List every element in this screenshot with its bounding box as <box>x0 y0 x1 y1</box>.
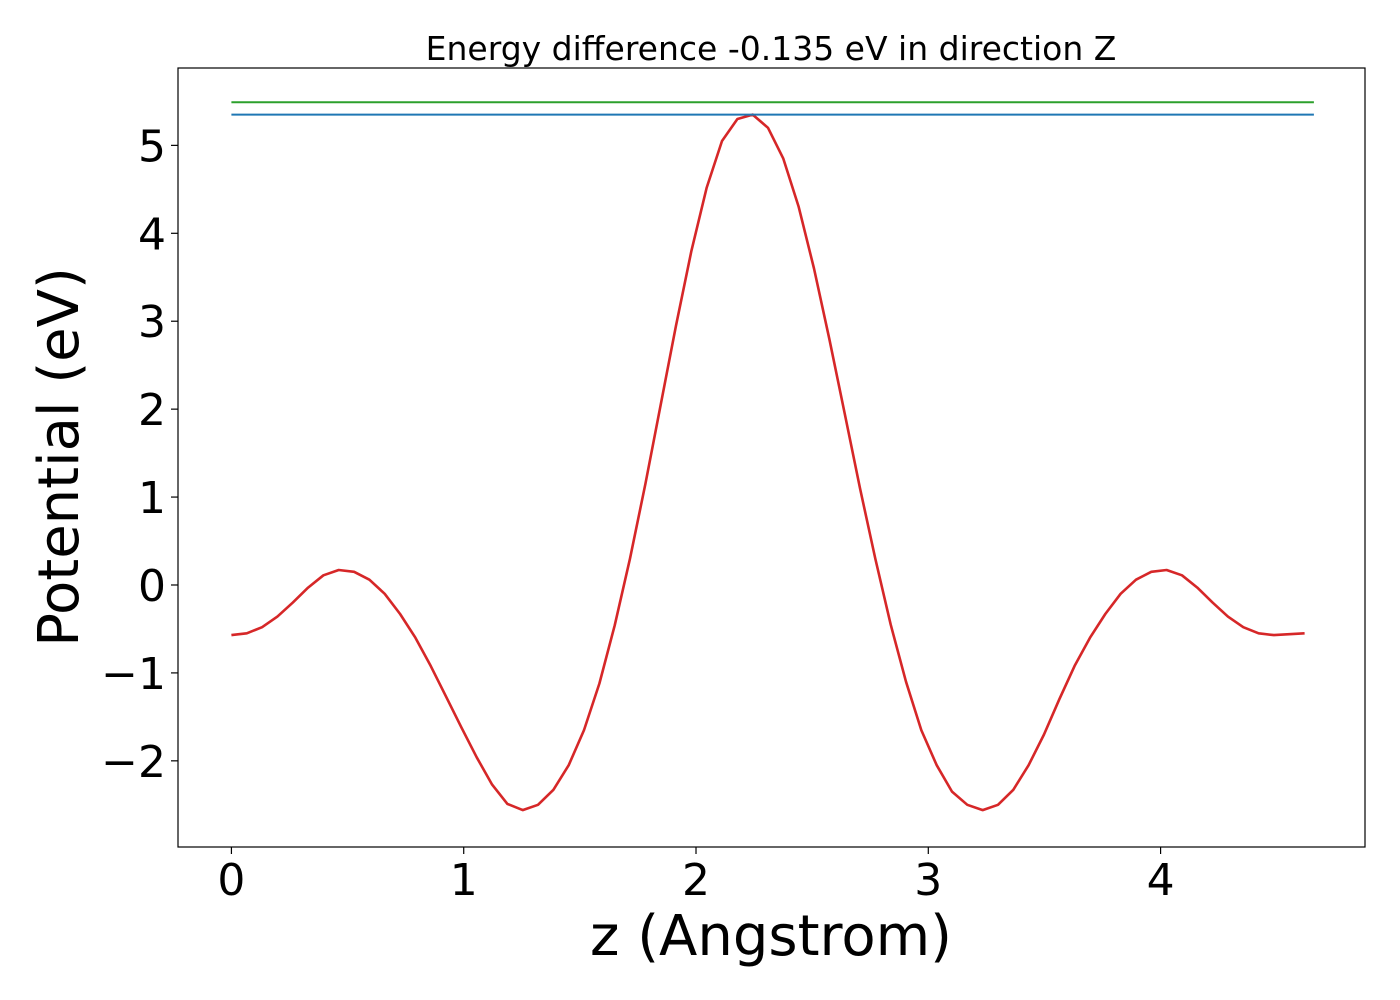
y-tick-label: 2 <box>138 385 166 436</box>
x-tick-label: 3 <box>914 855 942 906</box>
y-tick-label: 0 <box>138 561 166 612</box>
y-tick-label: 3 <box>138 297 166 348</box>
y-tick-label: 5 <box>138 121 166 172</box>
y-axis: −2 −1 0 1 2 3 4 5 <box>101 121 178 788</box>
x-tick-label: 2 <box>682 855 710 906</box>
y-tick-label: −1 <box>101 649 166 700</box>
x-axis-label: z (Angstrom) <box>590 904 952 969</box>
x-tick-label: 0 <box>217 855 245 906</box>
x-axis: 0 1 2 3 4 <box>217 847 1175 906</box>
y-tick-label: −2 <box>101 737 166 788</box>
x-tick-label: 4 <box>1147 855 1175 906</box>
series-layer <box>231 101 1314 812</box>
series-line-1 <box>231 113 1305 812</box>
plot-frame <box>177 67 1366 848</box>
chart-title: Energy difference -0.135 eV in direction… <box>426 29 1117 68</box>
y-axis-label: Potential (eV) <box>27 267 92 647</box>
y-tick-label: 1 <box>138 473 166 524</box>
y-tick-label: 4 <box>138 209 166 260</box>
x-tick-label: 1 <box>450 855 478 906</box>
